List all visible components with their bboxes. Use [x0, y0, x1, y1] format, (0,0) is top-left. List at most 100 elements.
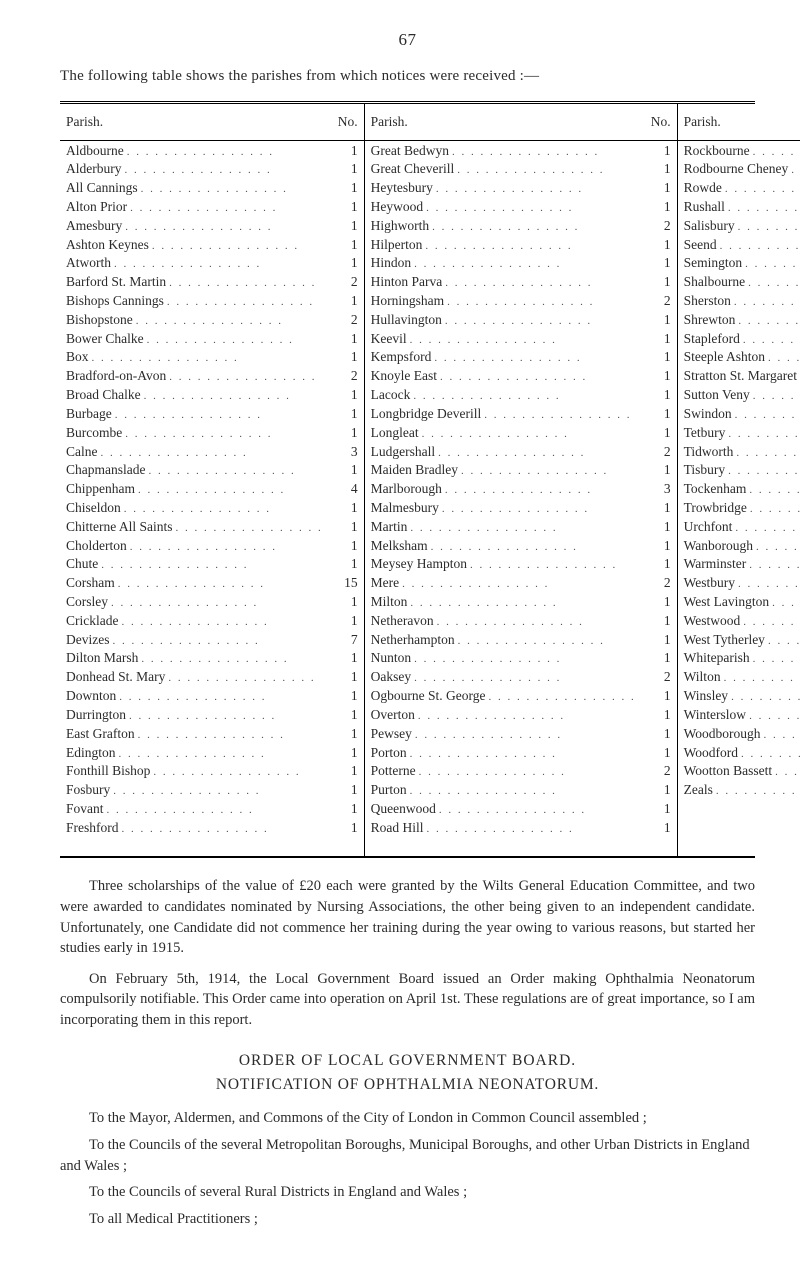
no-cell: 1	[332, 517, 364, 536]
no-cell: 1	[645, 536, 677, 555]
no-cell: 1	[645, 743, 677, 762]
parish-cell: Purton. . . . . . . . . . . . . . . .	[364, 781, 645, 800]
table-row: Downton. . . . . . . . . . . . . . . .1O…	[60, 687, 800, 706]
no-cell: 1	[332, 348, 364, 367]
parish-cell: Hilperton. . . . . . . . . . . . . . . .	[364, 235, 645, 254]
parish-cell: Tidworth. . . . . . . . . . . . . . . .	[677, 442, 800, 461]
no-cell: 1	[645, 630, 677, 649]
parish-cell: Heytesbury. . . . . . . . . . . . . . . …	[364, 179, 645, 198]
no-cell: 1	[645, 310, 677, 329]
no-cell: 1	[645, 273, 677, 292]
table-row: Amesbury. . . . . . . . . . . . . . . .1…	[60, 216, 800, 235]
parish-cell: Shalbourne. . . . . . . . . . . . . . . …	[677, 273, 800, 292]
table-row: All Cannings. . . . . . . . . . . . . . …	[60, 179, 800, 198]
parish-cell: Hinton Parva. . . . . . . . . . . . . . …	[364, 273, 645, 292]
parish-cell: Porton. . . . . . . . . . . . . . . .	[364, 743, 645, 762]
parish-cell: Longleat. . . . . . . . . . . . . . . .	[364, 423, 645, 442]
col3-parish-header: Parish.	[677, 104, 800, 141]
parish-cell: Kempsford. . . . . . . . . . . . . . . .	[364, 348, 645, 367]
parish-cell: West Tytherley. . . . . . . . . . . . . …	[677, 630, 800, 649]
parish-cell: Malmesbury. . . . . . . . . . . . . . . …	[364, 498, 645, 517]
parish-cell: Burbage. . . . . . . . . . . . . . . .	[60, 404, 332, 423]
table-row: Chitterne All Saints. . . . . . . . . . …	[60, 517, 800, 536]
table-row: Ashton Keynes. . . . . . . . . . . . . .…	[60, 235, 800, 254]
parish-cell: Urchfont. . . . . . . . . . . . . . . .	[677, 517, 800, 536]
parish-cell: West Lavington. . . . . . . . . . . . . …	[677, 593, 800, 612]
parish-cell: Wanborough. . . . . . . . . . . . . . . …	[677, 536, 800, 555]
parish-cell: Amesbury. . . . . . . . . . . . . . . .	[60, 216, 332, 235]
no-cell: 1	[645, 141, 677, 160]
table-row: Alderbury. . . . . . . . . . . . . . . .…	[60, 160, 800, 179]
no-cell: 2	[332, 310, 364, 329]
page: 67 The following table shows the parishe…	[0, 0, 800, 1275]
parish-cell: Stapleford. . . . . . . . . . . . . . . …	[677, 329, 800, 348]
parish-cell: Donhead St. Mary. . . . . . . . . . . . …	[60, 668, 332, 687]
parish-cell: Winsley. . . . . . . . . . . . . . . .	[677, 687, 800, 706]
parish-cell: Overton. . . . . . . . . . . . . . . .	[364, 705, 645, 724]
table-row: Chiseldon. . . . . . . . . . . . . . . .…	[60, 498, 800, 517]
paragraph-1: Three scholarships of the value of £20 e…	[60, 876, 755, 958]
parish-cell: Woodborough. . . . . . . . . . . . . . .…	[677, 724, 800, 743]
no-cell: 3	[332, 442, 364, 461]
table-row: East Grafton. . . . . . . . . . . . . . …	[60, 724, 800, 743]
parish-cell: Marlborough. . . . . . . . . . . . . . .…	[364, 480, 645, 499]
parish-cell: Horningsham. . . . . . . . . . . . . . .…	[364, 292, 645, 311]
parish-cell: Netherhampton. . . . . . . . . . . . . .…	[364, 630, 645, 649]
parish-cell: Corsley. . . . . . . . . . . . . . . .	[60, 593, 332, 612]
parish-cell: Fosbury. . . . . . . . . . . . . . . .	[60, 781, 332, 800]
parish-cell: All Cannings. . . . . . . . . . . . . . …	[60, 179, 332, 198]
col2-parish-header: Parish.	[364, 104, 645, 141]
parish-cell: Bower Chalke. . . . . . . . . . . . . . …	[60, 329, 332, 348]
no-cell: 1	[332, 536, 364, 555]
parish-cell: Oaksey. . . . . . . . . . . . . . . .	[364, 668, 645, 687]
parish-cell: Road Hill. . . . . . . . . . . . . . . .	[364, 818, 645, 837]
no-cell: 1	[645, 329, 677, 348]
parish-cell: Rockbourne. . . . . . . . . . . . . . . …	[677, 141, 800, 160]
parish-cell: Calne. . . . . . . . . . . . . . . .	[60, 442, 332, 461]
no-cell: 1	[645, 724, 677, 743]
table-row: Fonthill Bishop. . . . . . . . . . . . .…	[60, 762, 800, 781]
table-row: Dilton Marsh. . . . . . . . . . . . . . …	[60, 649, 800, 668]
no-cell: 1	[332, 423, 364, 442]
parish-cell: Potterne. . . . . . . . . . . . . . . .	[364, 762, 645, 781]
parish-cell: Mere. . . . . . . . . . . . . . . .	[364, 574, 645, 593]
no-cell: 1	[332, 329, 364, 348]
table-row: Bower Chalke. . . . . . . . . . . . . . …	[60, 329, 800, 348]
parish-cell: Bradford-on-Avon. . . . . . . . . . . . …	[60, 367, 332, 386]
no-cell: 1	[645, 498, 677, 517]
parish-cell: Alderbury. . . . . . . . . . . . . . . .	[60, 160, 332, 179]
col1-no-header: No.	[332, 104, 364, 141]
parish-cell: Westwood. . . . . . . . . . . . . . . .	[677, 611, 800, 630]
parish-cell: Stratton St. Margaret. . . . . . . . . .…	[677, 367, 800, 386]
table-row: Calne. . . . . . . . . . . . . . . .3Lud…	[60, 442, 800, 461]
parish-cell: Longbridge Deverill. . . . . . . . . . .…	[364, 404, 645, 423]
no-cell: 1	[645, 705, 677, 724]
no-cell: 1	[645, 611, 677, 630]
no-cell: 1	[645, 160, 677, 179]
table-header-row: Parish. No. Parish. No. Parish. No.	[60, 104, 800, 141]
no-cell: 2	[645, 574, 677, 593]
table-row: Chapmanslade. . . . . . . . . . . . . . …	[60, 461, 800, 480]
parish-cell: Warminster. . . . . . . . . . . . . . . …	[677, 555, 800, 574]
parish-cell: Whiteparish. . . . . . . . . . . . . . .…	[677, 649, 800, 668]
parish-cell: Westbury. . . . . . . . . . . . . . . .	[677, 574, 800, 593]
parish-cell: Maiden Bradley. . . . . . . . . . . . . …	[364, 461, 645, 480]
table-row: Aldbourne. . . . . . . . . . . . . . . .…	[60, 141, 800, 160]
parish-cell: Rodbourne Cheney. . . . . . . . . . . . …	[677, 160, 800, 179]
no-cell: 1	[645, 423, 677, 442]
table-row: Chute. . . . . . . . . . . . . . . .1Mey…	[60, 555, 800, 574]
no-cell: 1	[645, 517, 677, 536]
parish-cell: Melksham. . . . . . . . . . . . . . . .	[364, 536, 645, 555]
table-row: Donhead St. Mary. . . . . . . . . . . . …	[60, 668, 800, 687]
table-row: Freshford. . . . . . . . . . . . . . . .…	[60, 818, 800, 837]
parish-cell: Devizes. . . . . . . . . . . . . . . .	[60, 630, 332, 649]
parish-cell: Knoyle East. . . . . . . . . . . . . . .…	[364, 367, 645, 386]
parish-cell: Freshford. . . . . . . . . . . . . . . .	[60, 818, 332, 837]
table-row: Burbage. . . . . . . . . . . . . . . .1L…	[60, 404, 800, 423]
parish-cell: Zeals. . . . . . . . . . . . . . . .	[677, 781, 800, 800]
no-cell: 2	[645, 442, 677, 461]
no-cell: 1	[332, 705, 364, 724]
no-cell: 1	[332, 386, 364, 405]
no-cell: 1	[332, 216, 364, 235]
parish-cell: Winterslow. . . . . . . . . . . . . . . …	[677, 705, 800, 724]
